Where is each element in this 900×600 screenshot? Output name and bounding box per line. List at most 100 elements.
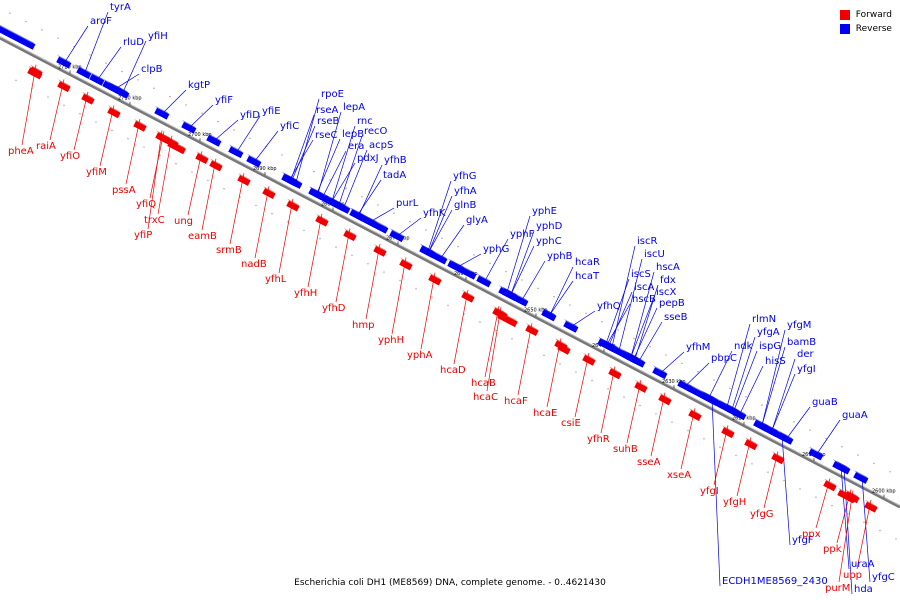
- forward-gene-yfhH: [315, 213, 329, 227]
- reverse-gene-label-lepA: lepA: [343, 102, 365, 113]
- reverse-gene-label-iscR: iscR: [637, 236, 657, 247]
- forward-gene-hcaD: [461, 289, 475, 303]
- forward-gene-label-ppx: ppx: [802, 529, 821, 540]
- reverse-gene-rluD: [89, 71, 105, 86]
- reverse-gene-label-yfgM: yfgM: [787, 320, 811, 331]
- gene-cluster-4: [687, 383, 726, 410]
- reverse-gene-label-sseB: sseB: [664, 312, 688, 323]
- forward-gene-raiA: [57, 79, 71, 93]
- reverse-gene-label-guaB: guaB: [812, 397, 838, 408]
- reverse-gene-label-kgtP: kgtP: [188, 80, 210, 91]
- reverse-gene-label-rluD: rluD: [123, 37, 144, 48]
- reverse-gene-glnB: [420, 244, 436, 259]
- reverse-swatch: [839, 24, 850, 34]
- reverse-gene-label-yphF: yphF: [510, 229, 535, 240]
- reverse-gene-label-tadA: tadA: [383, 170, 406, 181]
- reverse-gene-label-yphB: yphB: [547, 251, 573, 262]
- gene-cluster-8: [27, 65, 43, 80]
- forward-gene-label-hmp: hmp: [352, 320, 374, 331]
- reverse-gene-guaA: [808, 446, 824, 461]
- reverse-gene-label-rpoE: rpoE: [321, 89, 344, 100]
- forward-gene-yfgG: [771, 451, 785, 465]
- reverse-gene-yfgC: [853, 470, 869, 484]
- forward-gene-label-pheA: pheA: [8, 146, 34, 157]
- forward-gene-label-suhB: suhB: [613, 444, 638, 455]
- forward-gene-suhB: [634, 379, 648, 393]
- reverse-gene-yfhQ: [563, 318, 579, 333]
- forward-gene-label-yphH: yphH: [378, 335, 404, 346]
- forward-gene-yfhR: [608, 366, 622, 380]
- reverse-gene-label-yfgC: yfgC: [872, 572, 895, 583]
- forward-gene-label-hcaE: hcaE: [533, 408, 557, 419]
- forward-gene-csiE: [582, 352, 596, 366]
- forward-gene-label-srmB: srmB: [216, 245, 242, 256]
- forward-gene-srmB: [237, 173, 251, 186]
- forward-gene-label-hcaC: hcaC: [473, 392, 498, 403]
- forward-gene-label-yfhH: yfhH: [294, 288, 317, 299]
- forward-gene-label-yfgH: yfgH: [723, 497, 746, 508]
- forward-gene-label-yfhL: yfhL: [265, 274, 287, 285]
- forward-gene-yfgI: [721, 425, 735, 439]
- forward-gene-label-sseA: sseA: [637, 457, 661, 468]
- reverse-gene-label-pepB: pepB: [659, 298, 685, 309]
- reverse-gene-label-rseA: rseA: [316, 105, 338, 116]
- forward-gene-label-purM: purM: [825, 583, 850, 594]
- forward-swatch: [839, 10, 850, 20]
- forward-gene-label-hcaF: hcaF: [504, 396, 528, 407]
- reverse-gene-label-tyrA: tyrA: [110, 2, 131, 13]
- reverse-gene-label-pdxJ: pdxJ: [357, 153, 379, 164]
- axis-tick-label: 2650 kbp: [524, 307, 548, 313]
- gene-cluster-6: [497, 310, 518, 328]
- gene-cluster-1: [102, 78, 129, 99]
- reverse-gene-glyA: [432, 250, 448, 265]
- reverse-gene-label-uraA: uraA: [851, 559, 875, 570]
- forward-gene-yfiO: [81, 91, 95, 105]
- reverse-gene-tyrA: [76, 65, 92, 79]
- forward-gene-eamB: [209, 158, 223, 172]
- forward-gene-upp: [864, 499, 878, 513]
- forward-gene-label-yfhR: yfhR: [587, 434, 610, 445]
- forward-gene-yphA: [428, 272, 442, 286]
- reverse-gene-label-yphG: yphG: [483, 244, 509, 255]
- reverse-gene-label-iscS: iscS: [631, 269, 651, 280]
- reverse-gene-yfiC: [246, 153, 262, 168]
- reverse-gene-label-ispG: ispG: [759, 341, 781, 352]
- axis-tick-label: 2690 kbp: [253, 166, 277, 172]
- reverse-gene-label-rseB: rseB: [317, 116, 339, 127]
- forward-gene-label-yfhD: yfhD: [322, 303, 346, 314]
- reverse-gene-yphC: [502, 287, 518, 301]
- reverse-gene-label-hda: hda: [854, 584, 873, 595]
- forward-gene-yphH: [399, 257, 413, 271]
- reverse-gene-label-yphE: yphE: [532, 206, 557, 217]
- forward-gene-ppx: [823, 478, 837, 492]
- forward-gene-label-yfiQ: yfiQ: [136, 199, 156, 210]
- reverse-gene-label-hcaT: hcaT: [575, 271, 600, 282]
- reverse-gene-label-hcaR: hcaR: [575, 257, 600, 268]
- reverse-gene-label-rlmN: rlmN: [752, 314, 776, 325]
- forward-gene-ung: [195, 151, 209, 165]
- forward-gene-pssA: [133, 118, 147, 132]
- reverse-gene-yphB: [513, 292, 529, 307]
- forward-gene-label-xseA: xseA: [667, 470, 691, 481]
- reverse-gene-label-rseC: rseC: [315, 130, 337, 141]
- reverse-gene-hscB: [598, 337, 614, 351]
- forward-gene-label-eamB: eamB: [188, 231, 217, 242]
- reverse-gene-label-hscB: hscB: [632, 294, 656, 305]
- reverse-gene-label-ndk: ndk: [734, 341, 753, 352]
- reverse-gene-aroF: [56, 54, 72, 69]
- gene-cluster-2: [357, 211, 389, 234]
- reverse-gene-label-lepB: lepB: [342, 129, 364, 140]
- gene-cluster-0: [0, 25, 36, 50]
- forward-gene-label-yfiM: yfiM: [86, 167, 107, 178]
- reverse-gene-label-purL: purL: [396, 198, 419, 209]
- reverse-gene-label-yfiC: yfiC: [280, 121, 299, 132]
- reverse-gene-label-yfgF: yfgF: [792, 535, 814, 546]
- legend-reverse: Reverse: [839, 22, 892, 36]
- reverse-gene-label-iscU: iscU: [644, 249, 665, 260]
- forward-gene-label-yfiP: yfiP: [134, 230, 152, 241]
- reverse-gene-label-yfiH: yfiH: [148, 31, 168, 42]
- legend-reverse-label: Reverse: [855, 24, 892, 34]
- reverse-gene-label-iscA: iscA: [634, 282, 654, 293]
- forward-gene-hmp: [373, 243, 387, 257]
